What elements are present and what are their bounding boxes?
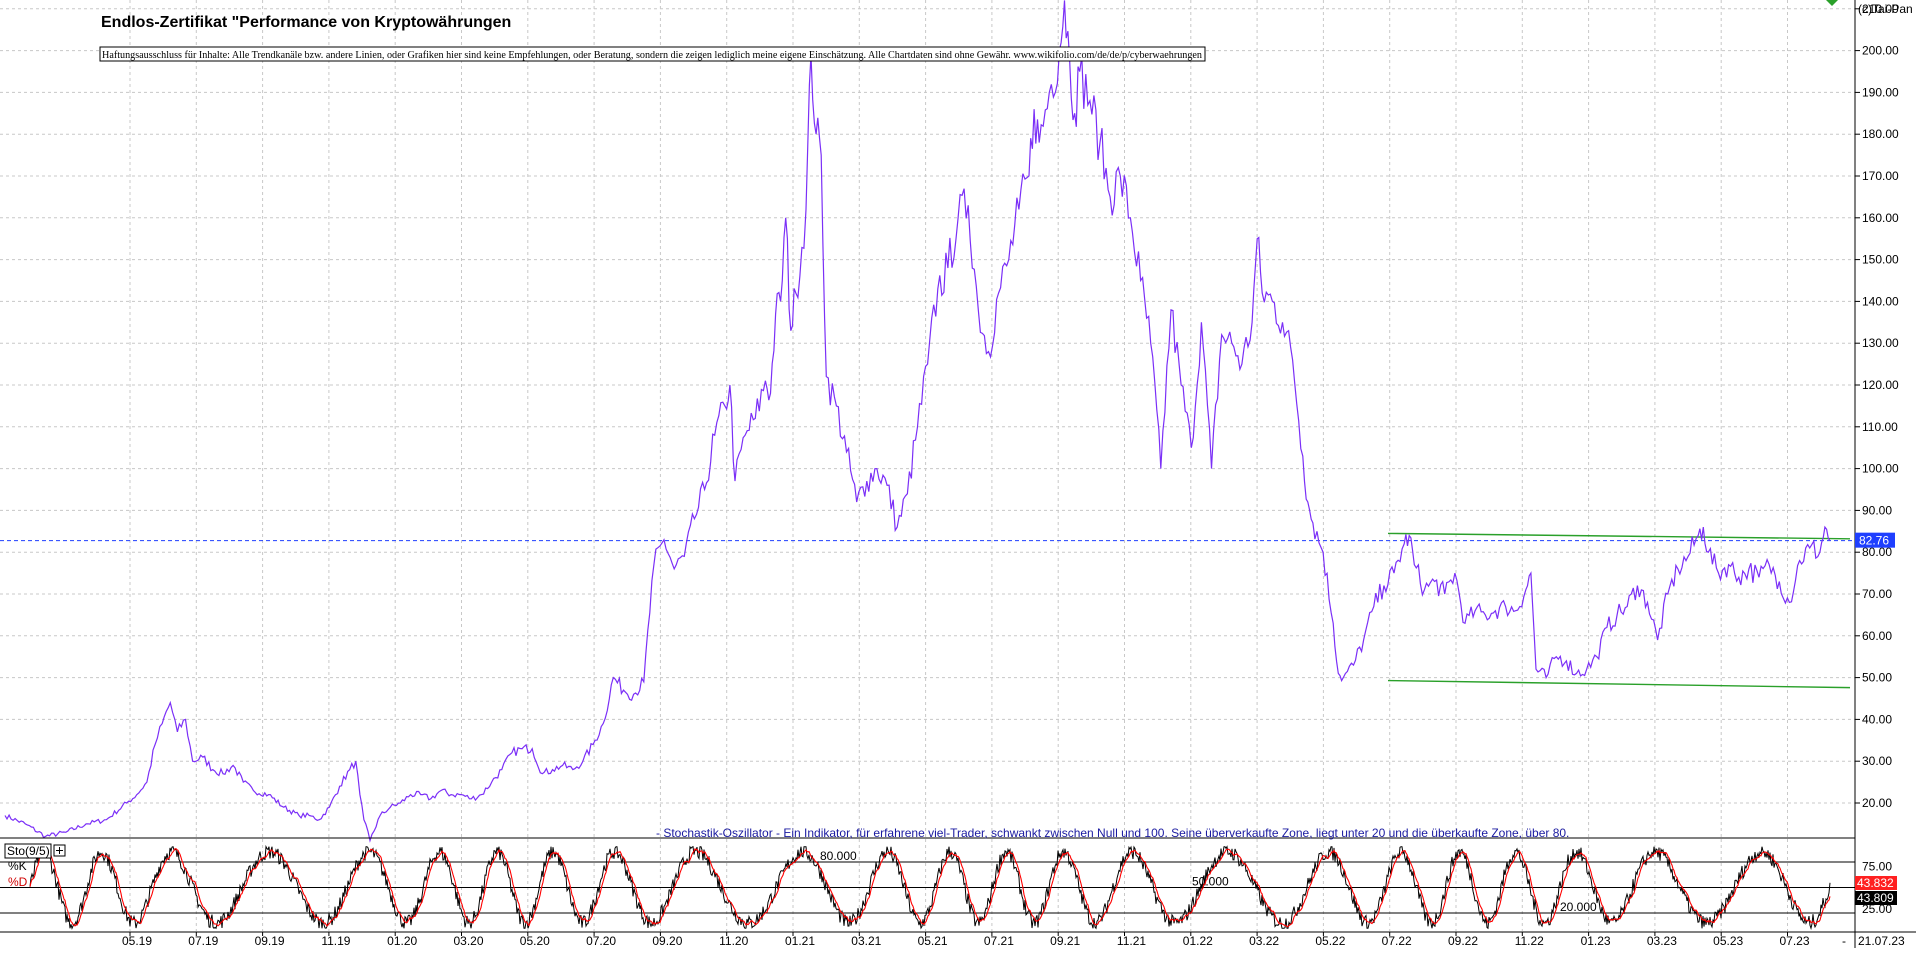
stochastic-title: Sto(9/5) [7,844,50,858]
y-tick-label: 200.00 [1862,44,1899,58]
last-value-label: 82.76 [1859,534,1889,548]
x-tick-label: 09.20 [652,934,682,948]
x-tick-label: 07.23 [1779,934,1809,948]
y-tick-label: 40.00 [1862,712,1892,726]
y-tick-label: 130.00 [1862,336,1899,350]
x-tick-label: 09.21 [1050,934,1080,948]
x-tick-label: 05.21 [918,934,948,948]
x-tick-label: 09.22 [1448,934,1478,948]
x-tick-label: 11.20 [719,934,748,948]
y-tick-label: 60.00 [1862,629,1892,643]
x-tick-label: 07.21 [984,934,1014,948]
y-tick-label: 160.00 [1862,211,1899,225]
date-dash: - [1842,934,1846,948]
x-tick-label: 07.22 [1382,934,1412,948]
legend-d: %D [8,875,28,889]
x-tick-label: 11.22 [1515,934,1544,948]
x-tick-label: 03.21 [851,934,881,948]
y-tick-label: 90.00 [1862,503,1892,517]
x-tick-label: 11.21 [1117,934,1146,948]
copyright-label: (c)Tai-Pan [1858,2,1913,16]
x-tick-label: 01.20 [387,934,417,948]
x-tick-label: 01.23 [1581,934,1611,948]
y-tick-label: 190.00 [1862,85,1899,99]
x-tick-label: 03.22 [1249,934,1279,948]
d-last-label: 43.809 [1857,891,1894,905]
y-tick-label: 180.00 [1862,127,1899,141]
disclaimer-text: Haftungsausschluss für Inhalte: Alle Tre… [102,50,1202,61]
x-tick-label: 07.20 [586,934,616,948]
x-tick-label: 07.19 [188,934,218,948]
level-lower-label: 20.000 [1560,900,1597,914]
y-tick-label: 140.00 [1862,294,1899,308]
date-label: 21.07.23 [1858,934,1905,948]
x-tick-label: 05.23 [1713,934,1743,948]
y-tick-label: 20.00 [1862,796,1892,810]
x-tick-label: 03.20 [453,934,483,948]
x-tick-label: 01.22 [1183,934,1213,948]
y-tick-label: 150.00 [1862,253,1899,267]
indicator-note: - Stochastik-Oszillator - Ein Indikator,… [656,826,1569,840]
y-tick-label: 170.00 [1862,169,1899,183]
k-last-label: 43.832 [1857,876,1894,890]
x-tick-label: 05.19 [122,934,152,948]
y-tick-label: 110.00 [1862,420,1898,434]
level-upper-label: 80.000 [820,849,857,863]
y-tick-label: 50.00 [1862,671,1892,685]
x-tick-label: 05.20 [520,934,550,948]
x-tick-label: 09.19 [255,934,285,948]
x-tick-label: 03.23 [1647,934,1677,948]
sto-y-tick: 75.00 [1862,859,1892,873]
level-mid-label: 50.000 [1192,875,1229,889]
y-tick-label: 30.00 [1862,754,1892,768]
y-tick-label: 120.00 [1862,378,1899,392]
legend-k: %K [8,859,27,873]
x-tick-label: 11.19 [321,934,350,948]
x-tick-label: 05.22 [1315,934,1345,948]
x-tick-label: 01.21 [785,934,815,948]
chart-title: Endlos-Zertifikat "Performance von Krypt… [101,14,511,31]
y-tick-label: 100.00 [1862,462,1899,476]
y-tick-label: 70.00 [1862,587,1892,601]
